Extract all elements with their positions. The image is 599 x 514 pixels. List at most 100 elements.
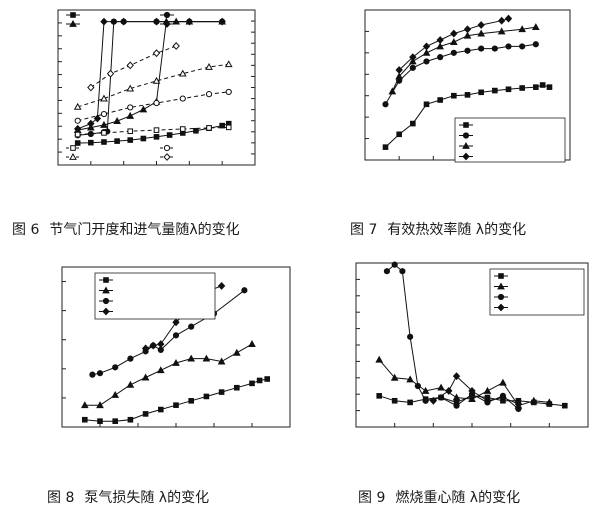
data-point [156,366,165,374]
legend-box [94,272,216,320]
data-point [179,126,186,132]
data-point [468,395,476,403]
data-point [185,17,194,26]
data-point [264,376,270,382]
data-point [205,91,213,98]
data-point [546,84,553,90]
data-point [157,340,165,349]
data-point [74,131,81,138]
data-point [113,117,121,124]
data-point [249,380,255,387]
data-point [153,134,160,140]
data-point [126,61,134,70]
legend-marker [498,273,504,279]
data-point [452,372,461,381]
data-point [205,62,213,70]
chart-combustion-center [355,261,589,428]
data-point [248,340,256,347]
data-point [562,402,568,409]
data-point [437,383,445,391]
chart-pumping-loss [61,266,291,428]
data-point [449,38,458,46]
data-point [483,396,492,405]
data-point [531,23,540,31]
data-point [112,364,119,371]
data-point [153,127,160,133]
data-point [241,287,248,294]
figure-8-caption: 图 8 泵气损失随 λ的变化 [47,490,210,506]
data-point [172,332,180,339]
data-point [406,375,414,383]
data-point [375,355,384,363]
data-point [422,397,429,404]
data-point [445,386,453,395]
data-point [478,89,484,96]
data-point [436,36,444,44]
data-point [87,83,95,92]
data-point [96,401,104,409]
data-point [478,45,485,52]
data-point [153,99,160,107]
data-point [437,54,444,61]
data-point [533,84,539,90]
data-point [422,48,431,56]
legend-marker [103,277,109,283]
data-point [119,17,128,26]
data-point [218,17,226,26]
data-point [206,125,212,131]
series-line [77,21,223,130]
data-point [93,114,102,123]
data-point [256,377,263,384]
data-point [100,94,108,102]
data-point [140,135,147,142]
data-point [101,130,107,136]
data-point [407,399,413,406]
data-point [532,41,539,48]
data-point [483,386,492,394]
data-point [224,60,233,68]
figure-7-caption: 图 7 有效热效率随 λ的变化 [350,222,527,238]
legend-marker [497,303,505,312]
legend-marker [463,122,469,128]
legend-marker [462,152,470,161]
data-point [158,406,164,413]
legend-marker [497,293,505,301]
data-point [408,57,417,65]
data-point [396,131,402,138]
data-point [89,371,96,378]
data-point [519,43,526,50]
series-6 [73,60,233,110]
series-line [84,343,253,406]
legend-marker [102,286,110,294]
data-point [505,43,512,50]
data-point [464,92,471,98]
data-point [111,390,120,398]
data-point [141,344,150,353]
data-point [188,398,194,404]
data-point [178,69,187,77]
figure-9-caption: 图 9 燃烧重心随 λ的变化 [358,490,521,506]
legend-marker [102,297,110,305]
data-point [152,76,161,84]
data-point [73,102,82,110]
data-point [383,268,391,275]
legend-marker [163,153,171,161]
legend [454,117,566,163]
data-point [545,398,554,406]
data-point [173,402,179,408]
series-7 [87,42,180,92]
legend-marker [462,132,470,139]
data-point [519,85,525,91]
data-point [97,418,103,424]
data-point [423,58,430,65]
legend-box [454,117,566,163]
series-5 [74,88,232,124]
data-point [388,87,397,95]
data-point [172,358,180,366]
legend-marker [163,144,171,152]
data-point [451,92,457,99]
data-point [172,318,180,327]
data-point [218,389,225,395]
data-point [499,393,507,402]
data-point [80,401,89,409]
